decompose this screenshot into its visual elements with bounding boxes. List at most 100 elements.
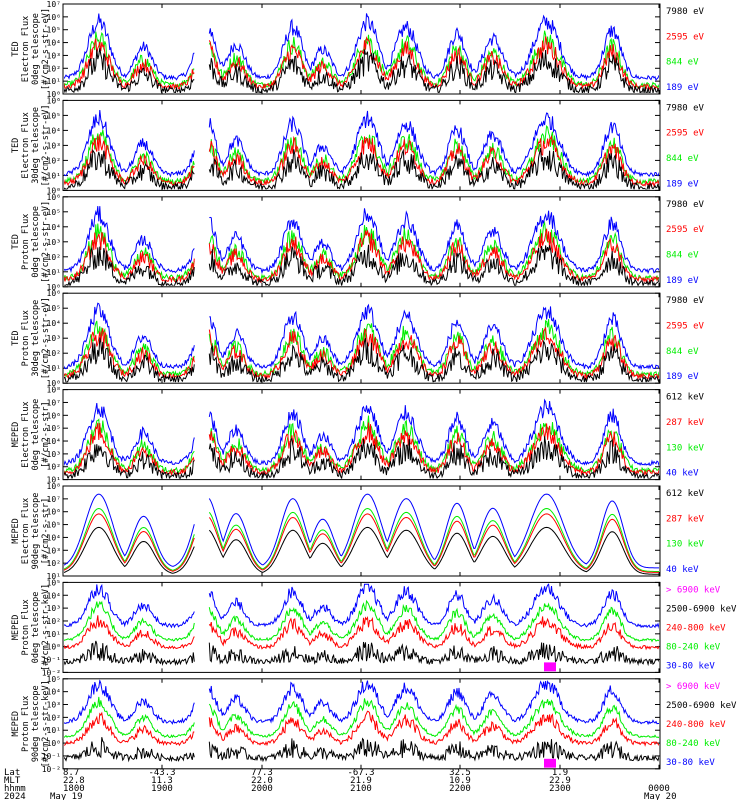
y-tick-label: 10⁶	[47, 193, 61, 202]
y-axis-label: TED Proton Flux 30deg telescope [#/cm2-s-st…	[11, 297, 51, 379]
y-tick-label: 10⁻¹	[42, 752, 61, 761]
flux-trace-red	[64, 615, 659, 651]
legend-entry: 2595 eV	[666, 129, 705, 139]
flux-traces	[64, 302, 659, 383]
legend-entry: 189 eV	[666, 372, 699, 382]
x-tick-label-lat: 77.3	[251, 768, 273, 778]
x-tick-label-mlt: 11.3	[151, 776, 173, 786]
legend-entry: 40 keV	[666, 469, 699, 479]
y-axis-label-line: Electron Flux	[21, 498, 31, 565]
flux-trace-black	[64, 640, 659, 667]
legend-entry: 189 eV	[666, 83, 699, 93]
y-tick-label: 10¹	[47, 268, 61, 277]
y-axis-label: MEPED Proton Flux 90deg telescope [#/cm2-s-…	[11, 680, 51, 767]
flux-traces	[64, 13, 659, 93]
x-date-label: May 20	[644, 792, 677, 800]
y-tick-label: 10¹	[47, 364, 61, 373]
y-axis-label-line: MEPED	[11, 615, 21, 641]
y-tick-label: 10⁴	[47, 126, 61, 135]
y-axis-label-line: 0deg telescope	[31, 13, 41, 85]
flux-trace-red	[64, 422, 659, 477]
y-tick-label: 10⁻¹	[42, 656, 61, 665]
y-tick-label: 10⁵	[47, 521, 61, 530]
x-tick-label-hhmm: 2300	[549, 784, 571, 794]
y-tick-label: 10⁶	[47, 411, 61, 420]
y-tick-label: 10⁰	[47, 186, 61, 195]
flux-trace-red	[64, 228, 659, 284]
flux-traces	[64, 109, 659, 190]
legend-entry: 844 eV	[666, 58, 699, 68]
y-tick-label: 10⁻²	[42, 668, 61, 677]
y-tick-label: 10⁵	[47, 424, 61, 433]
y-axis-label-line: MEPED	[11, 518, 21, 544]
y-tick-label: 10⁰	[47, 283, 61, 292]
y-tick-label: 10⁸	[47, 386, 61, 395]
x-tick-label-lat: -43.3	[148, 768, 175, 778]
flux-trace-black	[64, 436, 659, 479]
flux-trace-blue	[64, 206, 659, 275]
y-axis-label: MEPED Electron Flux 0deg telescope [#/cm2-s…	[11, 399, 51, 471]
y-tick-label: 10⁵	[47, 208, 61, 217]
y-tick-label: 10⁴	[47, 688, 61, 697]
y-tick-label: 10³	[47, 450, 61, 459]
y-tick-label: 10⁴	[47, 223, 61, 232]
y-tick-label: 10³	[47, 141, 61, 150]
y-tick-label: 10⁴	[47, 533, 61, 542]
x-tick-label-hhmm: 2200	[449, 784, 471, 794]
y-axis-label-line: MEPED	[11, 422, 21, 448]
x-tick-label-lat: 32.5	[449, 768, 471, 778]
legend-entry: 7980 eV	[666, 296, 705, 306]
flux-trace-blue	[64, 398, 659, 467]
legend-entry: 2595 eV	[666, 32, 705, 42]
panel-frame	[62, 3, 661, 95]
x-tick-label-mlt: 22.0	[251, 776, 273, 786]
y-tick-label: 10⁵	[47, 111, 61, 120]
flux-trace-red	[64, 513, 659, 573]
flux-trace-black	[64, 337, 659, 383]
y-tick-label: 10³	[47, 334, 61, 343]
legend-entry: 612 keV	[666, 393, 705, 403]
legend-entry: 287 keV	[666, 418, 705, 428]
flux-trace-magenta	[544, 758, 556, 768]
x-row-label: Lat	[4, 768, 20, 778]
y-axis-label-line: Electron Flux	[21, 16, 31, 83]
legend-entry: 30-80 keV	[666, 661, 715, 671]
y-tick-label: 10¹	[47, 476, 61, 485]
x-tick-label-hhmm: 1900	[151, 784, 173, 794]
y-axis-label-line: 0deg telescope	[31, 206, 41, 278]
flux-trace-green	[64, 599, 659, 643]
flux-trace-black	[64, 526, 659, 575]
y-tick-label: 10²	[47, 349, 61, 358]
y-axis-label-line: 90deg telescope	[31, 493, 41, 570]
x-tick-label-mlt: 22.9	[549, 776, 571, 786]
y-tick-label: 10²	[47, 253, 61, 262]
flux-traces	[64, 493, 659, 575]
y-axis-label: MEPED Proton Flux 0deg telescope [#/cm2-s-s…	[11, 584, 51, 671]
y-axis-label-line: [#/cm2-s-str-eV]	[41, 8, 51, 90]
legend-entry: 240-800 keV	[666, 623, 726, 633]
flux-trace-green	[64, 696, 659, 739]
flux-trace-red	[64, 710, 659, 747]
y-tick-label: 10³	[47, 546, 61, 555]
x-tick-label-mlt: 10.9	[449, 776, 471, 786]
flux-trace-red	[64, 36, 659, 91]
flux-trace-magenta	[544, 662, 556, 672]
legend-entry: > 6900 keV	[666, 682, 721, 692]
legend-entry: 7980 eV	[666, 7, 705, 17]
y-axis-label-line: Proton Flux	[21, 696, 31, 752]
legend-entry: 844 eV	[666, 347, 699, 357]
legend-entry: 2595 eV	[666, 225, 705, 235]
x-tick-label-lat: -67.3	[347, 768, 374, 778]
y-tick-label: 10⁰	[47, 379, 61, 388]
x-tick-label-hhmm: 2100	[350, 784, 372, 794]
flux-trace-blue	[64, 109, 659, 178]
legend-entry: 287 keV	[666, 514, 705, 524]
y-tick-label: 10²	[47, 713, 61, 722]
